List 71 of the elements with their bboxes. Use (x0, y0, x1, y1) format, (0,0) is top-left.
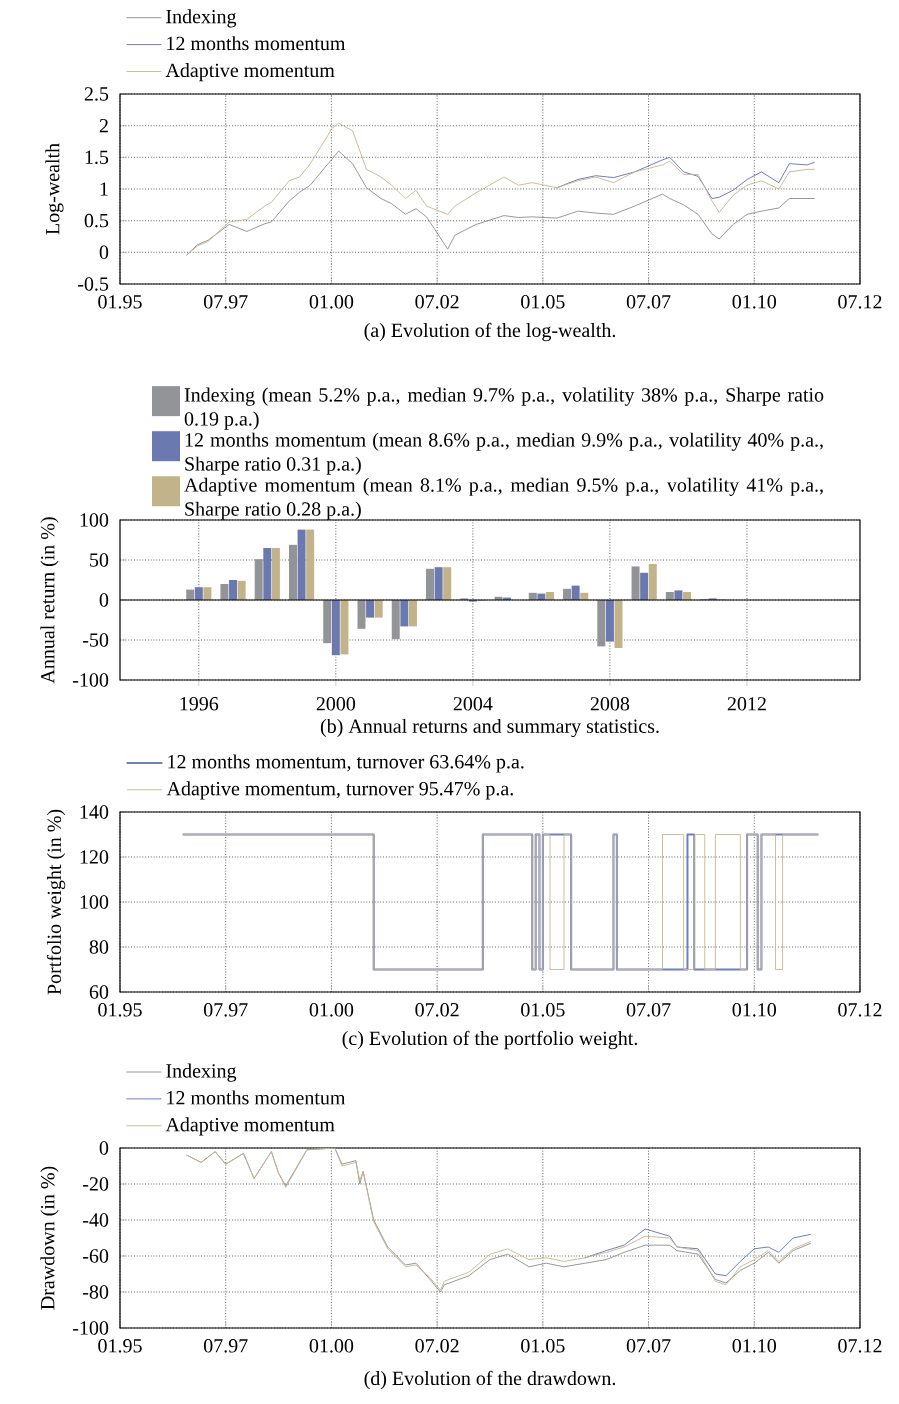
x-tick-label: 01.05 (521, 1339, 565, 1353)
x-tick-label: 07.07 (626, 295, 671, 309)
x-tick-label: 07.12 (838, 1003, 882, 1017)
y-tick-label: 2.5 (84, 87, 109, 101)
x-tick-label: 07.97 (203, 1003, 248, 1017)
y-tick-label: 100 (80, 895, 109, 909)
legend-label: 12 months momentum (167, 1090, 346, 1105)
y-tick-label: -100 (73, 673, 109, 687)
legend-label: Adaptive momentum (165, 1117, 335, 1136)
y-tick-label: 0.5 (84, 213, 109, 228)
x-tick-label: 07.02 (415, 1003, 459, 1017)
x-tick-label: 2004 (453, 697, 493, 711)
text: (b) Annual returns and summary statistics. (320, 718, 659, 738)
y-tick-label: -60 (83, 1249, 109, 1263)
text: (a) Evolution of the log-wealth. (364, 322, 616, 342)
x-tick-label: 01.10 (732, 1339, 777, 1353)
x-tick-label: 07.12 (838, 1339, 882, 1353)
y-tick-label: -0.5 (78, 277, 109, 291)
y-axis-title: Annual return (in %) (40, 517, 59, 684)
y-axis-title: Portfolio weight (in %) (46, 809, 66, 995)
y-tick-label: 2 (99, 119, 108, 133)
legend-label: Adaptive momentum (mean 8.1% p.a., median 9.5% p.a., volatility 41% p.a., Sharpe ratio 0.28 p.a.) (184, 477, 823, 520)
legend-label: Adaptive momentum (165, 63, 335, 82)
legend-label: Adaptive momentum, turnover 95.47% p.a. (166, 781, 513, 800)
legend-label: Indexing (166, 1063, 237, 1082)
legend-label: 12 months momentum (167, 36, 346, 51)
x-tick-label: 07.02 (415, 295, 459, 309)
y-tick-label: 0 (99, 593, 109, 607)
x-tick-label: 07.97 (203, 295, 248, 309)
y-tick-label: 120 (80, 850, 109, 864)
text: (d) Evolution of the drawdown. (364, 1370, 616, 1390)
x-tick-label: 07.12 (838, 295, 882, 309)
y-tick-label: 0 (99, 245, 109, 260)
x-tick-label: 01.95 (98, 1003, 142, 1017)
y-tick-label: -20 (83, 1177, 109, 1191)
legend-label: Indexing (166, 9, 237, 28)
x-tick-label: 01.05 (521, 295, 565, 309)
y-tick-label: 140 (80, 805, 109, 819)
y-tick-label: 0 (99, 1141, 109, 1155)
y-tick-label: 60 (89, 985, 109, 999)
x-tick-label: 01.95 (98, 295, 142, 309)
y-tick-label: 1 (100, 182, 108, 196)
x-tick-label: 07.07 (626, 1003, 671, 1017)
y-tick-label: 1.5 (85, 150, 109, 165)
y-tick-label: 100 (80, 513, 109, 527)
y-tick-label: 50 (90, 553, 109, 567)
y-tick-label: -40 (83, 1213, 109, 1227)
x-tick-label: 2012 (727, 697, 766, 711)
x-tick-label: 01.00 (309, 295, 354, 309)
x-tick-label: 1996 (180, 697, 219, 711)
y-tick-label: 80 (89, 940, 109, 954)
x-tick-label: 07.02 (415, 1339, 459, 1353)
legend-label: 12 months momentum (mean 8.6% p.a., median 9.9% p.a., volatility 40% p.a., Sharpe ratio 0.31 p.a.) (185, 432, 823, 475)
text: (c) Evolution of the portfolio weight. (342, 1030, 637, 1050)
x-tick-label: 07.97 (203, 1339, 248, 1353)
y-axis-title: Drawdown (in %) (40, 1166, 59, 1310)
x-tick-label: 07.07 (626, 1339, 671, 1353)
x-tick-label: 01.05 (521, 1003, 565, 1017)
x-tick-label: 01.95 (98, 1339, 142, 1353)
x-tick-label: 01.00 (309, 1339, 354, 1353)
x-tick-label: 01.10 (732, 1003, 777, 1017)
y-tick-label: -100 (73, 1321, 109, 1335)
x-tick-label: 2008 (590, 697, 630, 711)
x-tick-label: 01.10 (732, 295, 777, 309)
x-tick-label: 2000 (316, 697, 356, 711)
y-tick-label: -50 (83, 633, 109, 647)
y-axis-title: Log-wealth (45, 143, 64, 235)
y-tick-label: -80 (83, 1285, 109, 1299)
legend-label: 12 months momentum, turnover 63.64% p.a. (168, 754, 524, 773)
legend-label: Indexing (mean 5.2% p.a., median 9.7% p.a., volatility 38% p.a., Sharpe ratio 0.19 p.a.) (184, 387, 824, 430)
x-tick-label: 01.00 (309, 1003, 354, 1017)
